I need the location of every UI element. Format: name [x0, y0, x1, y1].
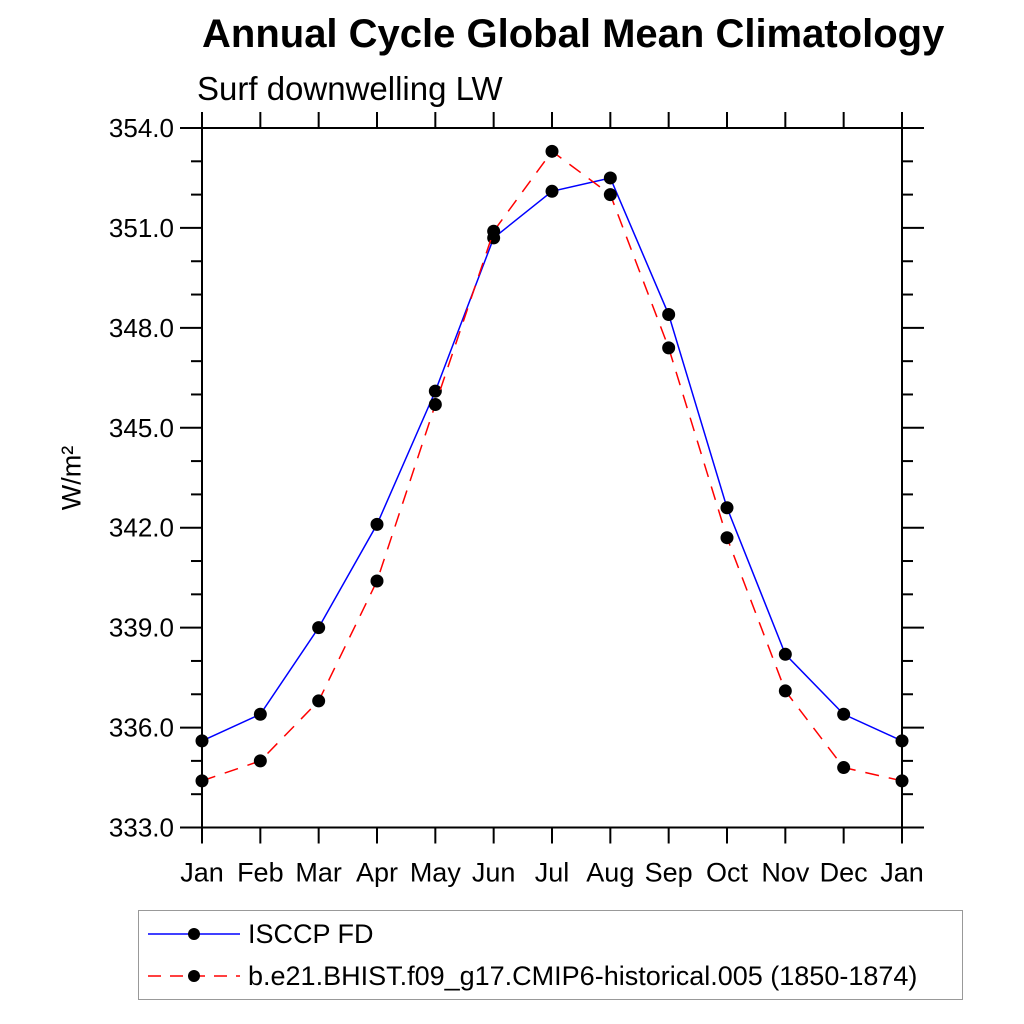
- data-point-1: [895, 774, 909, 788]
- legend-marker-icon: [188, 928, 200, 940]
- data-point-1: [195, 774, 209, 788]
- data-point-1: [487, 224, 501, 238]
- y-tick-label: 336.0: [109, 713, 174, 743]
- data-point-1: [370, 574, 384, 588]
- x-tick-label: Jun: [472, 858, 516, 888]
- legend-label-model: b.e21.BHIST.f09_g17.CMIP6-historical.005…: [248, 960, 918, 991]
- data-point-0: [662, 308, 676, 322]
- x-tick-label: Nov: [761, 858, 810, 888]
- x-tick-label: May: [410, 858, 462, 888]
- data-point-0: [195, 734, 209, 748]
- legend: ISCCP FD b.e21.BHIST.f09_g17.CMIP6-histo…: [138, 910, 963, 1000]
- x-tick-label: Mar: [295, 858, 342, 888]
- x-tick-label: Jan: [180, 858, 224, 888]
- data-point-0: [370, 517, 384, 531]
- data-point-1: [312, 694, 326, 708]
- data-point-0: [312, 621, 326, 635]
- y-tick-label: 345.0: [109, 413, 174, 443]
- chart-subtitle: Surf downwelling LW: [197, 70, 503, 107]
- x-tick-label: Sep: [645, 858, 693, 888]
- x-tick-label: Oct: [706, 858, 749, 888]
- y-tick-label: 354.0: [109, 113, 174, 143]
- x-tick-label: Dec: [820, 858, 868, 888]
- data-point-0: [428, 384, 442, 398]
- data-point-0: [778, 647, 792, 661]
- series-line-0: [201, 177, 903, 742]
- legend-sample-solid-line: [148, 928, 240, 940]
- data-point-1: [428, 397, 442, 411]
- x-tick-label: Apr: [356, 858, 398, 888]
- y-tick-label: 333.0: [109, 813, 174, 843]
- y-tick-label: 342.0: [109, 513, 174, 543]
- data-point-0: [253, 707, 267, 721]
- data-point-1: [603, 188, 617, 202]
- data-point-1: [545, 144, 559, 158]
- y-tick-label: 351.0: [109, 213, 174, 243]
- plot-box-axes: [201, 127, 903, 829]
- series-line-1: [201, 150, 903, 782]
- data-point-0: [545, 184, 559, 198]
- x-tick-label: Jul: [535, 858, 570, 888]
- chart-title: Annual Cycle Global Mean Climatology: [202, 12, 945, 56]
- legend-label-isccp: ISCCP FD: [248, 918, 374, 949]
- data-point-0: [837, 707, 851, 721]
- legend-sample-dashed-line: [148, 970, 240, 982]
- data-point-1: [837, 761, 851, 775]
- data-point-0: [603, 171, 617, 185]
- legend-marker-icon: [188, 970, 200, 982]
- data-point-1: [778, 684, 792, 698]
- data-point-1: [253, 754, 267, 768]
- data-point-1: [662, 341, 676, 355]
- y-tick-label: 339.0: [109, 613, 174, 643]
- x-tick-label: Jan: [880, 858, 924, 888]
- data-point-0: [720, 501, 734, 515]
- x-tick-label: Feb: [237, 858, 284, 888]
- legend-row-model: b.e21.BHIST.f09_g17.CMIP6-historical.005…: [139, 955, 962, 997]
- legend-row-isccp: ISCCP FD: [139, 913, 962, 955]
- data-point-1: [720, 531, 734, 545]
- data-point-0: [895, 734, 909, 748]
- x-tick-label: Aug: [586, 858, 634, 888]
- y-tick-label: 348.0: [109, 313, 174, 343]
